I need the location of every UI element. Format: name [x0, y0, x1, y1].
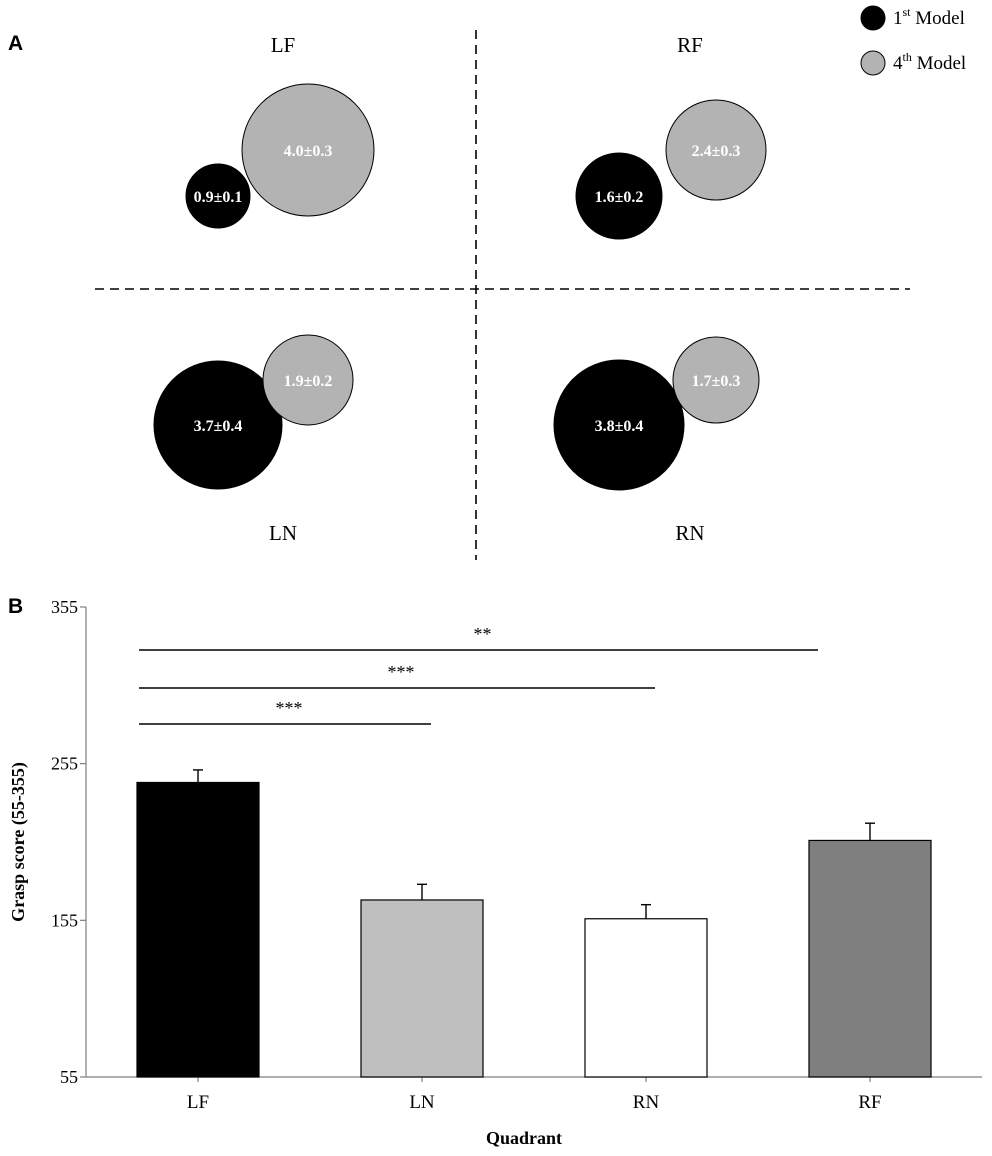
bars: [136, 781, 932, 1078]
x-axis-title: Quadrant: [486, 1128, 562, 1148]
bubble-label-rf-1st-model: 1.6±0.2: [595, 189, 644, 206]
bar-rf: [808, 839, 932, 1078]
bubble-label-rn-1st-model: 3.8±0.4: [595, 418, 644, 435]
quadrant-label-rn: RN: [675, 521, 704, 545]
legend: 1st Model 4th Model: [860, 5, 966, 76]
panel-a: A 1st Model 4th Model LF RF LN RN 0.9±0.…: [8, 5, 966, 560]
bubble-ln-1st-model: [153, 360, 283, 490]
bubble-label-rn-4th-model: 1.7±0.3: [692, 373, 741, 390]
quadrant-label-rf: RF: [677, 33, 703, 57]
bubble-label-ln-4th-model: 1.9±0.2: [284, 373, 333, 390]
error-bars: [193, 769, 875, 919]
legend-label-1st-model: 1st Model: [893, 5, 965, 29]
bubble-label-lf-4th-model: 4.0±0.3: [284, 143, 333, 160]
bubble-rf-1st-model: [575, 152, 663, 240]
panel-a-letter: A: [8, 32, 23, 55]
y-tick-label-55: 55: [60, 1067, 78, 1087]
quadrant-label-ln: LN: [269, 521, 297, 545]
bubble-rn-1st-model: [553, 359, 685, 491]
significance-label-2: ***: [388, 662, 415, 682]
quadrant-label-lf: LF: [271, 33, 296, 57]
bubble-rn-4th-model: [672, 336, 760, 424]
bar-lf: [136, 781, 260, 1078]
bubble-label-ln-1st-model: 3.7±0.4: [194, 418, 243, 435]
y-tick-label-155: 155: [51, 910, 78, 930]
bubble-rf-4th-model: [665, 99, 767, 201]
legend-label-4th-model: 4th Model: [893, 50, 966, 74]
y-axis: 55 155 255 355: [51, 597, 87, 1087]
bar-ln: [360, 899, 484, 1078]
y-tick-label-355: 355: [51, 597, 78, 617]
x-tick-label-rn: RN: [633, 1092, 660, 1113]
bubble-lf-1st-model: [185, 163, 251, 229]
x-tick-label-lf: LF: [187, 1092, 209, 1113]
bubble-ln-4th-model: [262, 334, 354, 426]
y-axis-title: Grasp score (55-355): [8, 762, 29, 922]
panel-b-letter: B: [8, 595, 23, 618]
bar-rn: [584, 918, 708, 1078]
bubble-lf-4th-model: [241, 83, 375, 217]
x-tick-label-ln: LN: [409, 1092, 435, 1113]
bubble-label-rf-4th-model: 2.4±0.3: [692, 143, 741, 160]
bubble-label-lf-1st-model: 0.9±0.1: [194, 189, 243, 206]
significance-brackets: ********: [139, 624, 818, 725]
legend-marker-1st-model: [860, 5, 886, 31]
significance-label-3: **: [474, 624, 492, 644]
y-tick-label-255: 255: [51, 754, 78, 774]
legend-marker-4th-model: [860, 50, 886, 76]
x-tick-label-rf: RF: [858, 1092, 881, 1113]
significance-label-1: ***: [276, 698, 303, 718]
x-axis: LF LN RN RF: [86, 1076, 982, 1113]
